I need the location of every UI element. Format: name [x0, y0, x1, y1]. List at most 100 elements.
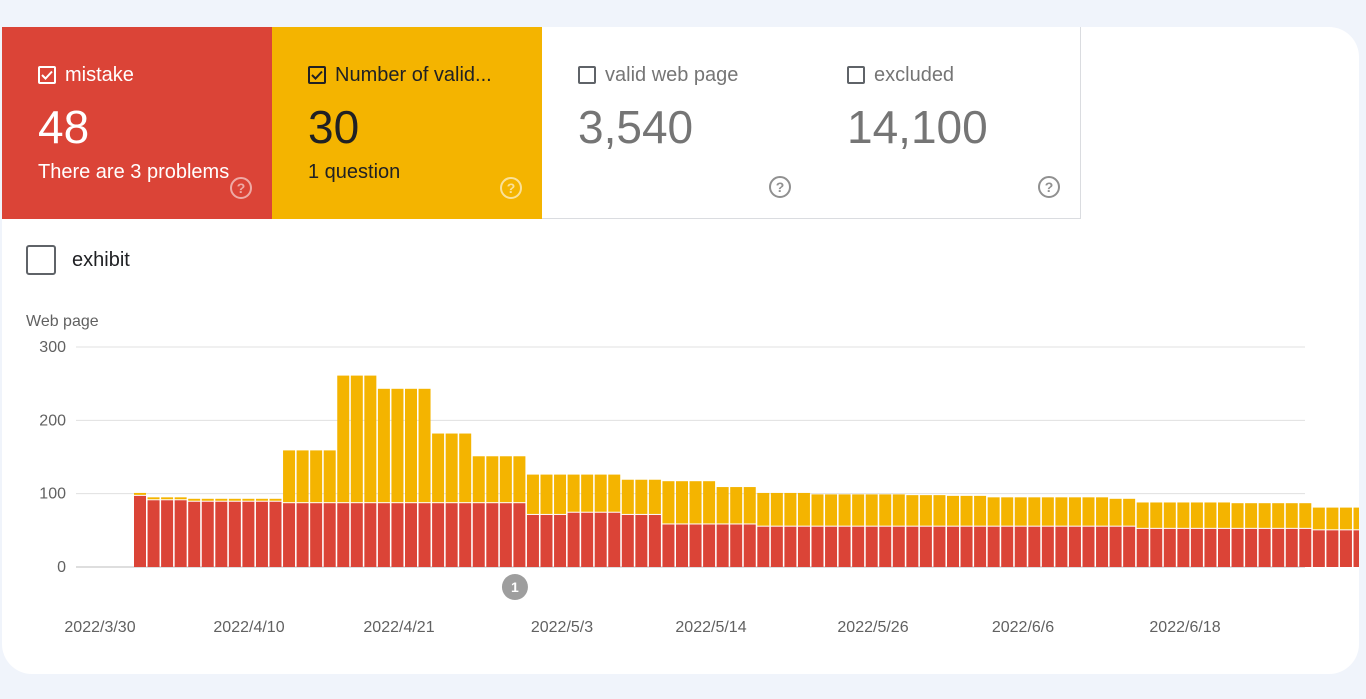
warning-bar — [1258, 503, 1271, 528]
error-bar — [1150, 528, 1163, 567]
error-bar — [161, 500, 174, 567]
x-tick-label: 2022/6/18 — [1149, 619, 1220, 636]
valid-checkbox[interactable] — [578, 66, 596, 84]
excluded-count: 14,100 — [847, 101, 988, 153]
error-bar — [526, 514, 539, 567]
excluded-checkbox[interactable] — [847, 66, 865, 84]
warning-bar — [1299, 503, 1312, 528]
error-bar — [635, 514, 648, 567]
error-checkbox[interactable] — [38, 66, 56, 84]
warning-bar — [1326, 507, 1339, 530]
excluded-tile[interactable]: excluded 14,100 ? — [811, 27, 1081, 219]
warning-bar — [1272, 503, 1285, 528]
warning-bar — [147, 497, 160, 500]
warning-bar — [269, 498, 282, 501]
error-bar — [865, 526, 878, 567]
valid-tile[interactable]: valid web page 3,540 ? — [542, 27, 812, 219]
error-bar — [174, 500, 187, 567]
warning-bar — [933, 495, 946, 526]
help-icon[interactable]: ? — [500, 177, 522, 199]
valid-label: valid web page — [605, 63, 739, 86]
error-bar — [1136, 528, 1149, 567]
warning-bar — [350, 375, 363, 503]
error-bar — [1028, 526, 1041, 567]
error-bar — [554, 514, 567, 567]
warning-bar — [228, 498, 241, 501]
error-bar — [676, 524, 688, 567]
warning-bar — [296, 450, 309, 503]
warning-bar — [1055, 497, 1068, 526]
warning-bar — [1339, 507, 1352, 530]
error-bar — [811, 526, 824, 567]
warning-bar — [364, 375, 377, 503]
error-bar — [987, 526, 1000, 567]
error-tile[interactable]: mistake 48 There are 3 problems ? — [2, 27, 272, 219]
annotation-label: 1 — [511, 579, 519, 595]
exhibit-checkbox[interactable] — [26, 245, 56, 275]
warning-bar — [540, 474, 553, 514]
warning-bar — [526, 474, 539, 514]
warning-bar — [255, 498, 268, 501]
warning-bar — [987, 497, 1000, 526]
error-bar — [1163, 528, 1176, 567]
warning-bar — [486, 456, 499, 503]
warning-bar — [337, 375, 350, 503]
warning-bar — [1096, 497, 1109, 526]
warning-bar — [906, 495, 919, 526]
warning-bar — [1068, 497, 1081, 526]
error-bar — [1285, 528, 1298, 567]
y-tick-label: 0 — [57, 559, 66, 576]
warning-count: 30 — [308, 101, 360, 153]
help-icon[interactable]: ? — [1038, 176, 1060, 198]
help-glyph: ? — [236, 180, 246, 196]
warning-bar — [310, 450, 323, 503]
y-tick-label: 100 — [39, 486, 66, 503]
error-bar — [743, 524, 756, 567]
error-bar — [1123, 526, 1136, 567]
error-bar — [228, 501, 241, 567]
x-tick-label: 2022/5/3 — [531, 619, 593, 636]
help-glyph: ? — [506, 180, 516, 196]
error-bar — [391, 503, 404, 567]
excluded-tile-header: excluded — [847, 63, 1080, 87]
warning-bar — [1204, 502, 1217, 528]
y-axis-label: Web page — [26, 313, 99, 330]
error-bar — [757, 526, 770, 567]
error-bar — [418, 503, 431, 567]
error-bar — [648, 514, 661, 567]
warning-bar — [134, 492, 146, 495]
warning-bar — [201, 498, 214, 501]
error-bar — [919, 526, 932, 567]
warning-bar — [1353, 507, 1359, 530]
error-bar — [296, 503, 309, 567]
error-bar — [825, 526, 838, 567]
warning-checkbox[interactable] — [308, 66, 326, 84]
warning-bar — [174, 497, 187, 500]
error-bar — [1245, 528, 1258, 567]
warning-bar — [1231, 503, 1244, 528]
warning-bar — [432, 433, 445, 503]
warning-bar — [974, 495, 987, 526]
error-bar — [1231, 528, 1244, 567]
help-icon[interactable]: ? — [230, 177, 252, 199]
warning-bar — [743, 487, 756, 524]
error-label: mistake — [65, 63, 134, 86]
warning-bar — [770, 492, 783, 526]
error-bar — [540, 514, 553, 567]
help-icon[interactable]: ? — [769, 176, 791, 198]
error-bar — [879, 526, 892, 567]
warning-tile[interactable]: Number of valid... 30 1 question ? — [272, 27, 542, 219]
warning-label: Number of valid... — [335, 63, 492, 86]
exhibit-toggle[interactable]: exhibit — [26, 245, 130, 275]
x-tick-label: 2022/5/14 — [675, 619, 746, 636]
help-glyph: ? — [775, 179, 785, 195]
error-count: 48 — [38, 101, 90, 153]
error-bar — [1014, 526, 1027, 567]
error-bar — [364, 503, 377, 567]
error-bar — [797, 526, 810, 567]
x-tick-label: 2022/4/10 — [213, 619, 284, 636]
exhibit-label: exhibit — [72, 248, 130, 271]
warning-bar — [1136, 502, 1149, 528]
error-bar — [1272, 528, 1285, 567]
error-bar — [581, 512, 594, 567]
